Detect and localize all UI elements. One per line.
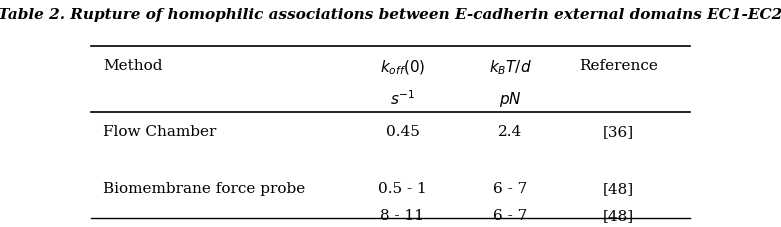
Text: 8 - 11: 8 - 11 — [380, 209, 425, 223]
Text: Flow Chamber: Flow Chamber — [103, 125, 216, 139]
Text: $k_BT/d$: $k_BT/d$ — [489, 59, 532, 77]
Text: 2.4: 2.4 — [498, 125, 522, 139]
Text: Reference: Reference — [579, 59, 658, 73]
Text: $s^{-1}$: $s^{-1}$ — [390, 90, 415, 108]
Text: [36]: [36] — [603, 125, 633, 139]
Text: Table 2. Rupture of homophilic associations between E-cadherin external domains : Table 2. Rupture of homophilic associati… — [0, 8, 781, 22]
Text: 6 - 7: 6 - 7 — [494, 209, 527, 223]
Text: [48]: [48] — [603, 209, 633, 223]
Text: $k_{off}(0)$: $k_{off}(0)$ — [380, 59, 426, 77]
Text: 0.5 - 1: 0.5 - 1 — [378, 182, 427, 196]
Text: Method: Method — [103, 59, 162, 73]
Text: 0.45: 0.45 — [386, 125, 419, 139]
Text: 6 - 7: 6 - 7 — [494, 182, 527, 196]
Text: [48]: [48] — [603, 182, 633, 196]
Text: Biomembrane force probe: Biomembrane force probe — [103, 182, 305, 196]
Text: $pN$: $pN$ — [499, 90, 522, 109]
